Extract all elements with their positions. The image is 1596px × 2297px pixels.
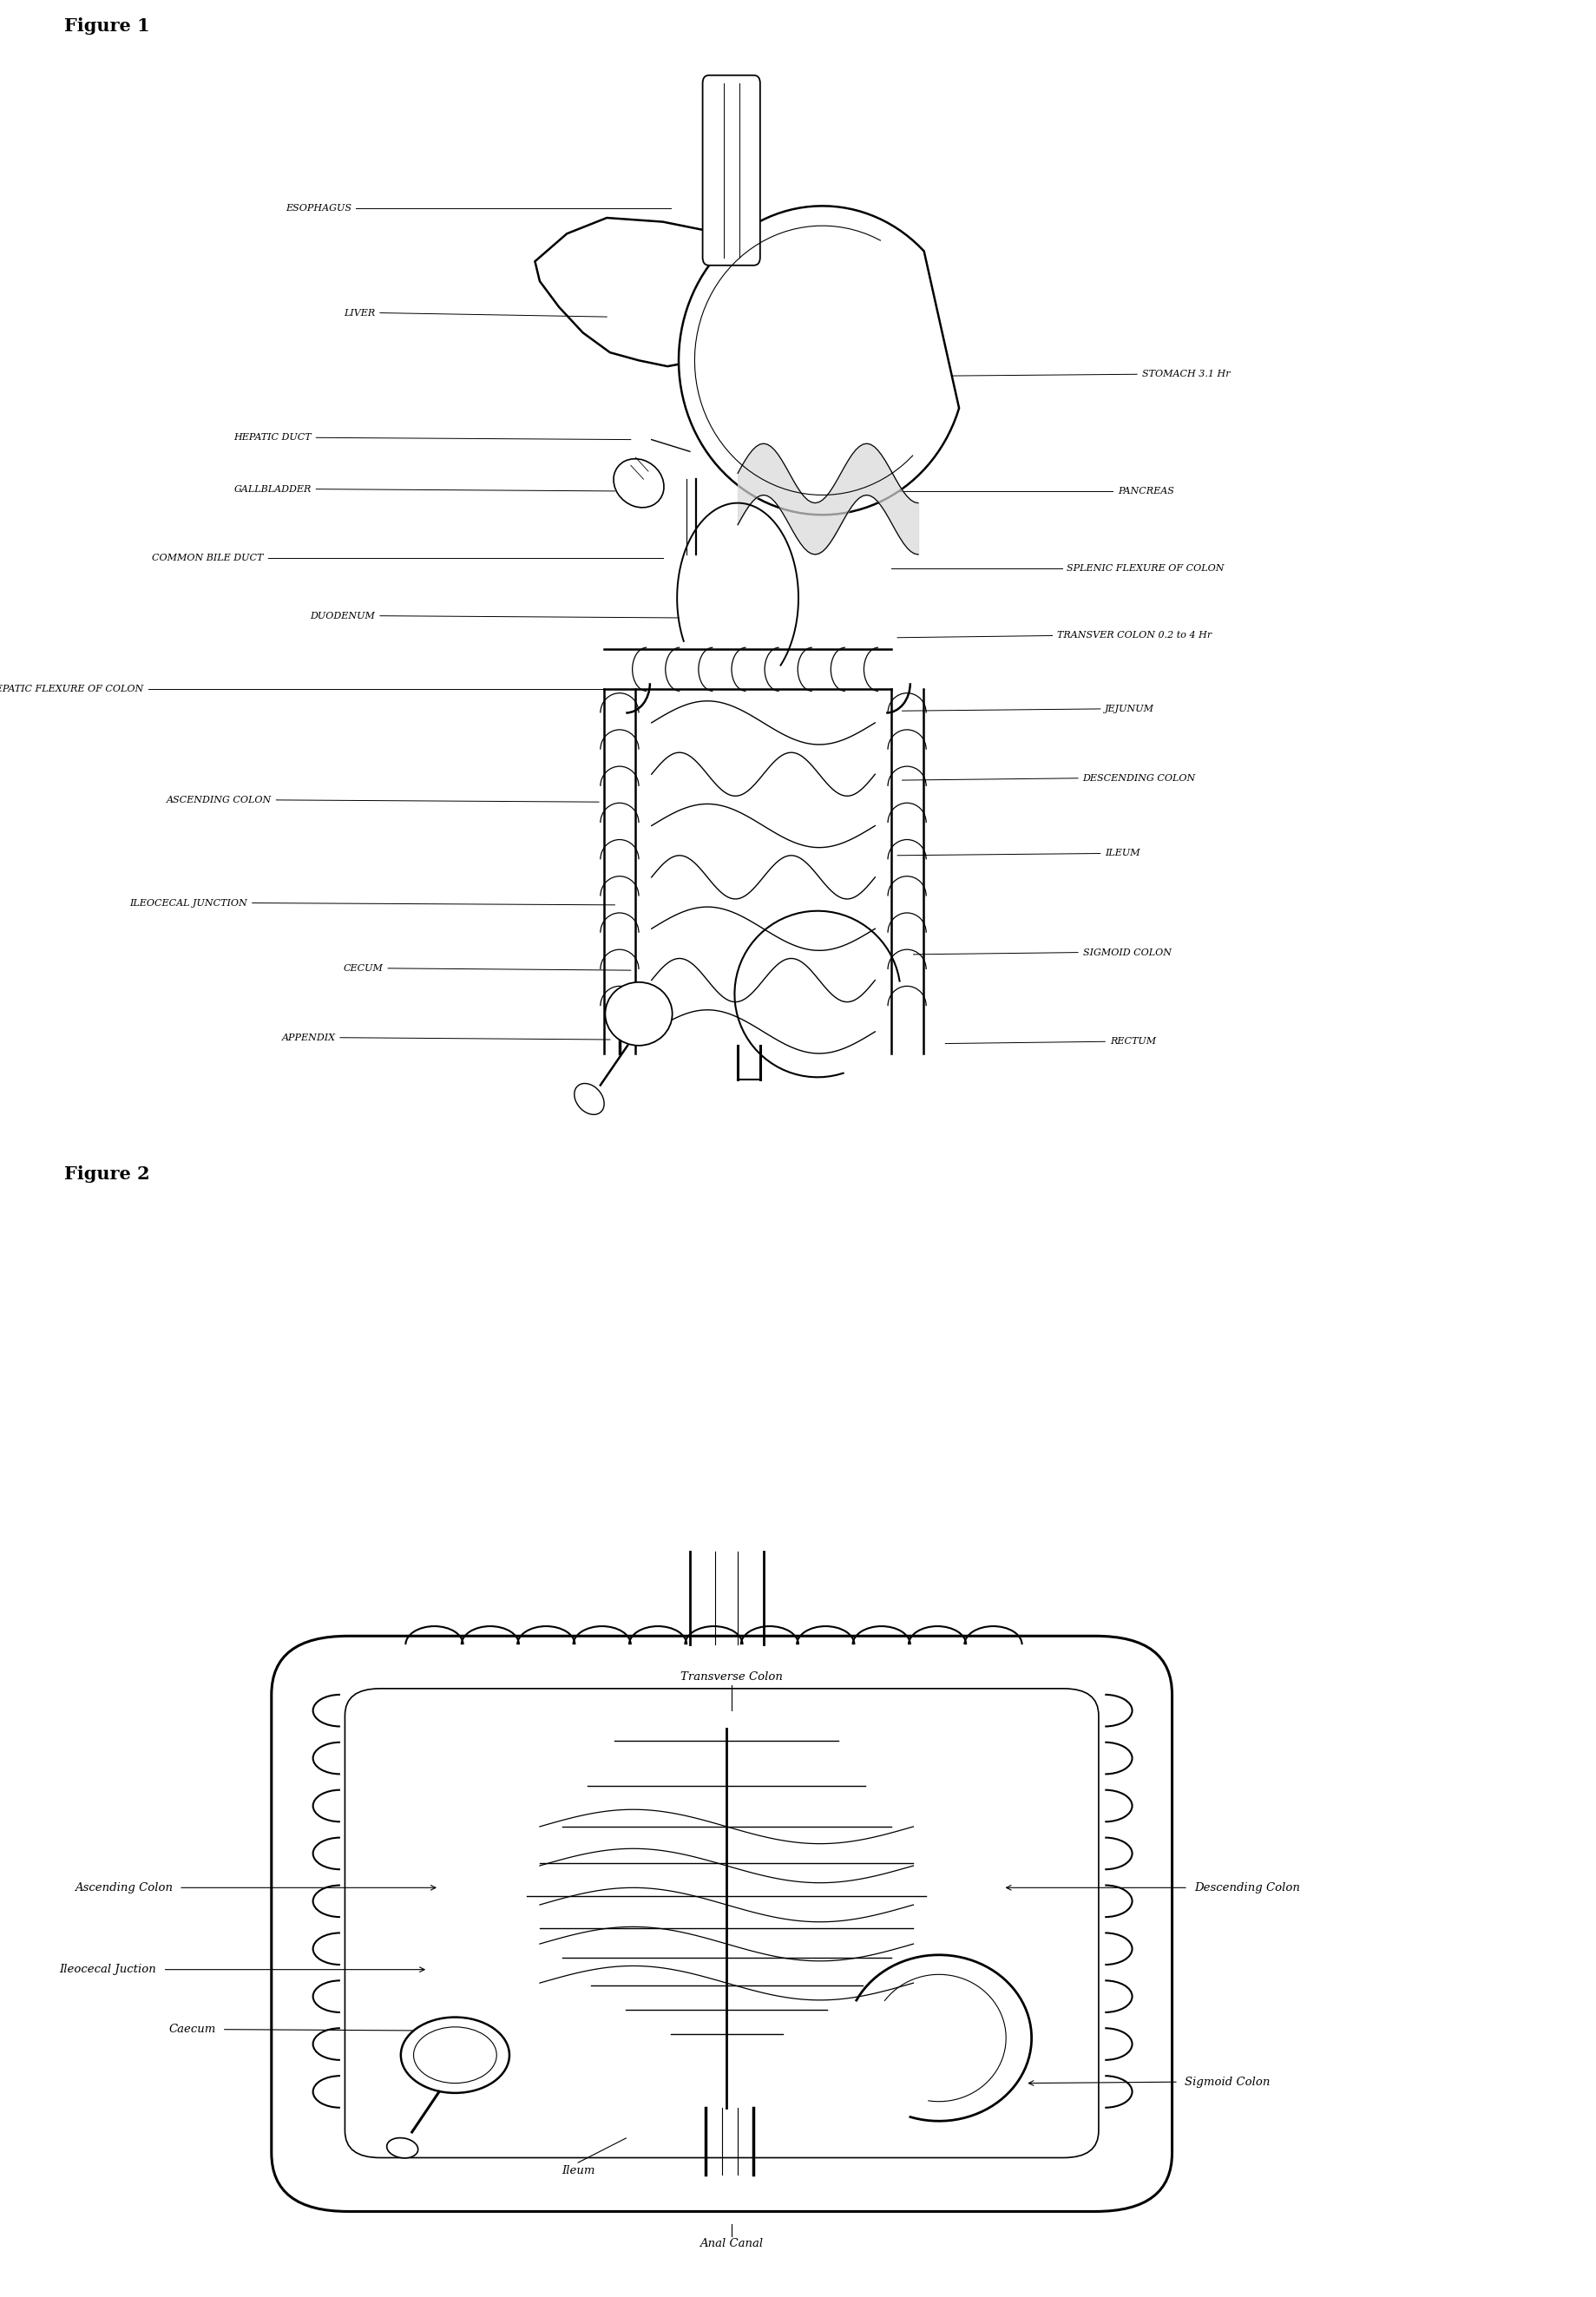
Text: Anal Canal: Anal Canal: [699, 2237, 763, 2249]
Text: Sigmoid Colon: Sigmoid Colon: [1184, 2076, 1269, 2088]
FancyBboxPatch shape: [702, 76, 760, 266]
Text: STOMACH 3.1 Hr: STOMACH 3.1 Hr: [1141, 370, 1229, 379]
Text: ASCENDING COLON: ASCENDING COLON: [166, 795, 271, 804]
Text: LIVER: LIVER: [343, 308, 375, 317]
Ellipse shape: [386, 2139, 418, 2157]
Text: SIGMOID COLON: SIGMOID COLON: [1082, 949, 1170, 958]
Text: TRANSVER COLON 0.2 to 4 Hr: TRANSVER COLON 0.2 to 4 Hr: [1057, 632, 1211, 641]
Polygon shape: [535, 218, 811, 365]
Text: Ascending Colon: Ascending Colon: [75, 1881, 172, 1893]
Text: Ileocecal Juction: Ileocecal Juction: [59, 1964, 156, 1975]
Text: ILEOCECAL JUNCTION: ILEOCECAL JUNCTION: [129, 898, 247, 907]
Text: Figure 1: Figure 1: [64, 18, 150, 34]
Text: ESOPHAGUS: ESOPHAGUS: [286, 204, 351, 211]
Text: COMMON BILE DUCT: COMMON BILE DUCT: [152, 554, 263, 563]
Text: Caecum: Caecum: [168, 2024, 215, 2035]
Text: PANCREAS: PANCREAS: [1117, 487, 1173, 496]
Ellipse shape: [575, 1084, 603, 1114]
Text: HEPATIC DUCT: HEPATIC DUCT: [233, 434, 311, 441]
Text: GALLBLADDER: GALLBLADDER: [233, 485, 311, 494]
Text: DUODENUM: DUODENUM: [310, 611, 375, 620]
Ellipse shape: [613, 459, 664, 508]
Text: Figure 2: Figure 2: [64, 1167, 150, 1183]
Text: SPLENIC FLEXURE OF COLON: SPLENIC FLEXURE OF COLON: [1066, 565, 1224, 572]
Text: RECTUM: RECTUM: [1109, 1038, 1156, 1045]
Text: ILEUM: ILEUM: [1104, 850, 1140, 857]
Text: DESCENDING COLON: DESCENDING COLON: [1082, 774, 1195, 783]
Text: APPENDIX: APPENDIX: [281, 1034, 335, 1043]
FancyBboxPatch shape: [271, 1635, 1171, 2212]
Text: Descending Colon: Descending Colon: [1194, 1881, 1299, 1893]
Text: Ileum: Ileum: [562, 2166, 594, 2175]
Text: HEPATIC FLEXURE OF COLON: HEPATIC FLEXURE OF COLON: [0, 685, 144, 694]
Polygon shape: [678, 207, 959, 515]
Text: CECUM: CECUM: [343, 965, 383, 972]
Ellipse shape: [605, 983, 672, 1045]
Text: JEJUNUM: JEJUNUM: [1104, 705, 1154, 714]
Ellipse shape: [401, 2017, 509, 2093]
Text: Transverse Colon: Transverse Colon: [680, 1672, 782, 1681]
FancyBboxPatch shape: [345, 1688, 1098, 2157]
